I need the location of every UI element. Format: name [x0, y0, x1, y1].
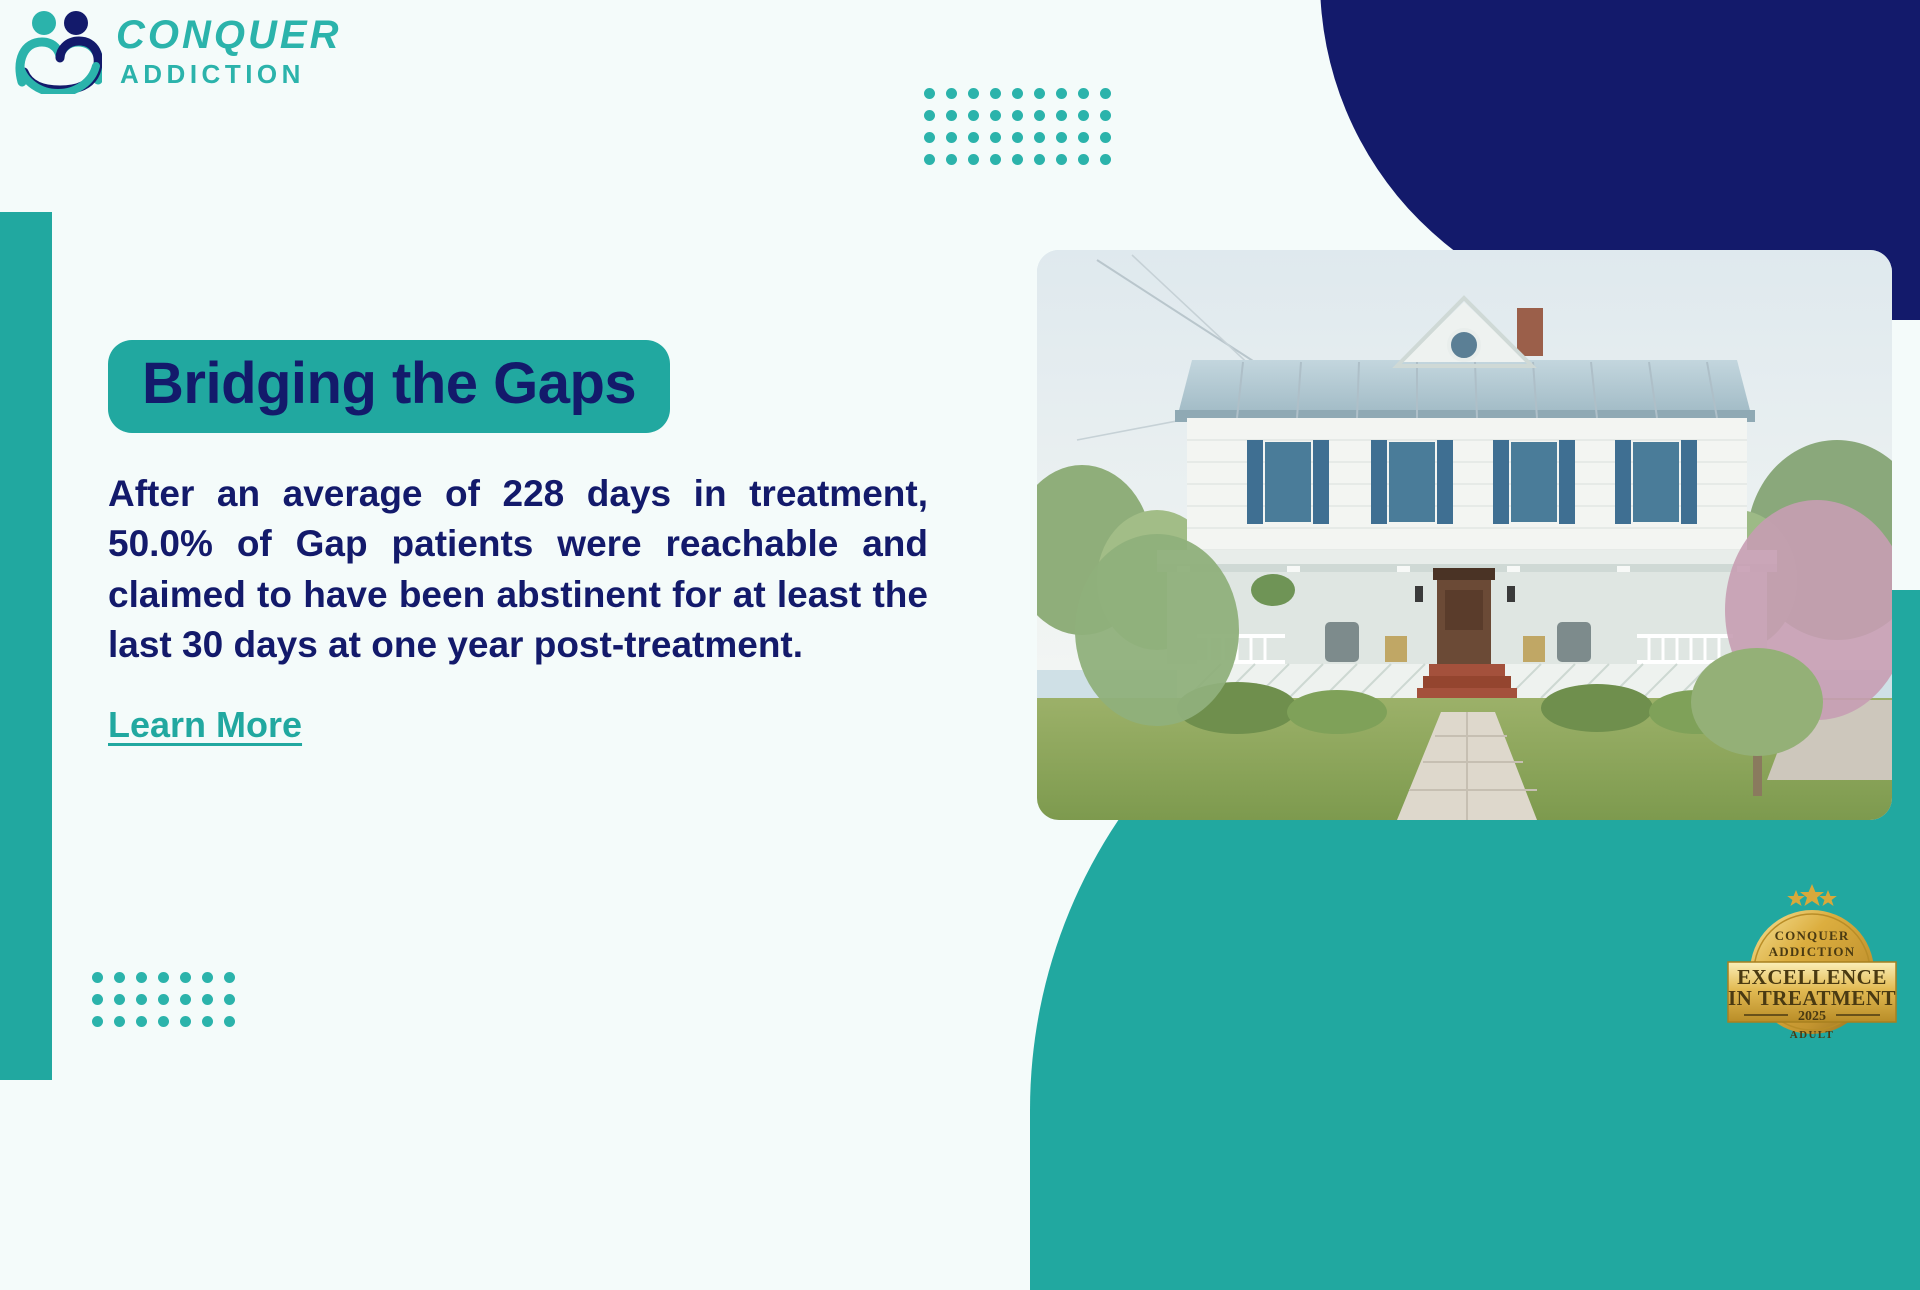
dot [114, 1016, 125, 1027]
dot [1100, 132, 1111, 143]
dot [224, 972, 235, 983]
content-column: Bridging the Gaps After an average of 22… [108, 340, 938, 746]
dot [924, 110, 935, 121]
brand-logo[interactable]: CONQUER ADDICTION [14, 8, 342, 98]
dot [968, 110, 979, 121]
house-photo [1037, 250, 1892, 820]
dot-grid-bottom [92, 972, 235, 1027]
dot [1078, 154, 1089, 165]
dot [202, 1016, 213, 1027]
dot [968, 154, 979, 165]
dot [224, 994, 235, 1005]
badge-award-line2: IN TREATMENT [1728, 986, 1896, 1010]
dot [114, 972, 125, 983]
dot [158, 1016, 169, 1027]
logo-text-addiction: ADDICTION [120, 59, 305, 89]
dot [1012, 110, 1023, 121]
dot [946, 110, 957, 121]
dot [1100, 88, 1111, 99]
dot [990, 154, 1001, 165]
page-title: Bridging the Gaps [142, 351, 637, 416]
dot [202, 972, 213, 983]
dot-grid-top [924, 88, 1111, 165]
dot [224, 1016, 235, 1027]
dot [136, 994, 147, 1005]
badge-award-line1: EXCELLENCE [1737, 965, 1887, 989]
dot [968, 132, 979, 143]
badge-category: ADULT [1790, 1029, 1835, 1041]
dot [946, 154, 957, 165]
dot [924, 132, 935, 143]
dot [1056, 88, 1067, 99]
dot [946, 132, 957, 143]
badge-stars-icon [1787, 884, 1837, 906]
dot [92, 972, 103, 983]
teal-left-stripe [0, 212, 52, 1080]
dot [1012, 132, 1023, 143]
dot [1012, 154, 1023, 165]
badge-org-line2: ADDICTION [1769, 944, 1856, 959]
dot [92, 1016, 103, 1027]
dot [1100, 154, 1111, 165]
dot [1078, 88, 1089, 99]
dot [924, 88, 935, 99]
dot [946, 88, 957, 99]
dot [1100, 110, 1111, 121]
dot [1078, 110, 1089, 121]
badge-org-line1: CONQUER [1775, 928, 1850, 943]
dot [1056, 154, 1067, 165]
dot [990, 132, 1001, 143]
logo-text-conquer: CONQUER [116, 13, 342, 57]
dot [1034, 88, 1045, 99]
dot [92, 994, 103, 1005]
dot [158, 994, 169, 1005]
dot [990, 110, 1001, 121]
body-paragraph: After an average of 228 days in treatmen… [108, 472, 928, 665]
dot [1078, 132, 1089, 143]
title-banner: Bridging the Gaps [108, 340, 671, 433]
dot [136, 1016, 147, 1027]
heart-people-logo-icon [14, 8, 105, 98]
dot [1056, 132, 1067, 143]
dot [924, 154, 935, 165]
dot [1034, 110, 1045, 121]
dot [136, 972, 147, 983]
dot [180, 972, 191, 983]
dot [968, 88, 979, 99]
dot [158, 972, 169, 983]
award-badge: CONQUER ADDICTION EXCELLENCE IN TREATMEN… [1726, 872, 1898, 1044]
dot [180, 1016, 191, 1027]
dot [1012, 88, 1023, 99]
dot [180, 994, 191, 1005]
dot [1034, 132, 1045, 143]
badge-year: 2025 [1798, 1009, 1826, 1024]
dot [1034, 154, 1045, 165]
dot [114, 994, 125, 1005]
dot [990, 88, 1001, 99]
dot [1056, 110, 1067, 121]
dot [202, 994, 213, 1005]
learn-more-link[interactable]: Learn More [108, 704, 303, 746]
